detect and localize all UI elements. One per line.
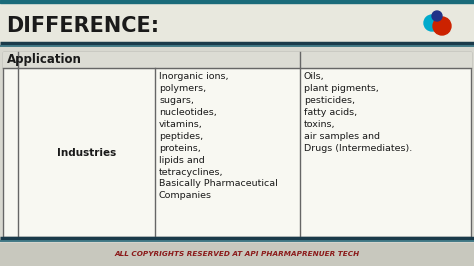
Bar xyxy=(0,3,474,43)
Text: Oils,
plant pigments,
pesticides,
fatty acids,
toxins,
air samples and
Drugs (In: Oils, plant pigments, pesticides, fatty … xyxy=(304,72,412,153)
Circle shape xyxy=(432,11,442,21)
Circle shape xyxy=(424,15,440,31)
Bar xyxy=(0,243,474,266)
Bar xyxy=(3,52,471,237)
Text: Inorganic ions,
polymers,
sugars,
nucleotides,
vitamins,
peptides,
proteins,
lip: Inorganic ions, polymers, sugars, nucleo… xyxy=(159,72,278,200)
Bar xyxy=(3,52,471,68)
Bar xyxy=(0,47,474,52)
Text: ALL COPYRIGHTS RESERVED AT API PHARMAPRENUER TECH: ALL COPYRIGHTS RESERVED AT API PHARMAPRE… xyxy=(114,251,360,257)
Text: Application: Application xyxy=(7,53,82,66)
Bar xyxy=(0,0,474,3)
Circle shape xyxy=(433,17,451,35)
Bar xyxy=(3,52,471,237)
Text: DIFFERENCE:: DIFFERENCE: xyxy=(6,16,159,36)
Text: Industries: Industries xyxy=(57,148,116,157)
